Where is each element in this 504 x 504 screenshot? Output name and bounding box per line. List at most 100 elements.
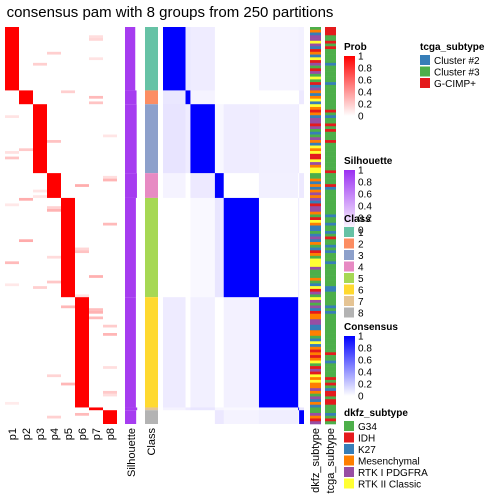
tcga-subtype-cell: [325, 115, 336, 119]
prob-cell: [75, 184, 89, 187]
prob-legend-gradient: [344, 56, 355, 116]
consensus-offdiag-cell: [214, 197, 224, 298]
dkfz-subtype-cell: [310, 297, 321, 301]
consensus-offdiag-cell: [190, 297, 215, 408]
prob-cell: [89, 275, 103, 278]
prob-cell: [103, 175, 117, 179]
prob-cell: [5, 401, 19, 405]
tcga-subtype-cell: [325, 123, 336, 127]
dkfz-subtype-cell: [310, 164, 321, 168]
dkfz-subtype-cell: [310, 316, 321, 320]
tcga-subtype-cell: [325, 272, 336, 276]
dkfz-subtype-cell: [310, 214, 321, 218]
dkfz-subtype-cell: [310, 305, 321, 309]
dkfz-subtype-cell: [310, 206, 321, 210]
dkfz-subtype-cell: [310, 117, 321, 122]
dkfz-subtype-cell: [310, 341, 321, 345]
dkfz-subtype-cell: [310, 175, 321, 179]
prob-cell: [47, 415, 61, 419]
dkfz-subtype-cell: [310, 310, 321, 315]
tcga-subtype-cell: [325, 27, 336, 31]
tcga-subtype-cell: [325, 186, 336, 190]
tcga-subtype-cell: [325, 32, 336, 36]
tcga-subtype-cell: [325, 206, 336, 210]
silhouette-legend-tick: 0.2: [358, 214, 372, 225]
dkfz-subtype-cell: [310, 84, 321, 88]
tcga-subtype-cell: [325, 396, 336, 400]
tcga-subtype-cell: [325, 164, 336, 168]
tcga-subtype-cell: [325, 140, 336, 144]
dkfz-subtype-cell: [310, 51, 321, 55]
consensus-offdiag-cell: [298, 27, 300, 91]
consensus-block-class-3: [190, 104, 215, 174]
dkfz-subtype-cell: [310, 90, 321, 94]
class-legend-label: 3: [358, 251, 364, 262]
dkfz-col-label: dkfz_subtype: [310, 428, 322, 493]
dkfz-subtype-legend-swatch: [344, 444, 354, 454]
dkfz-subtype-cell: [310, 29, 321, 33]
tcga-subtype-cell: [325, 225, 336, 229]
dkfz-subtype-cell: [310, 374, 321, 378]
dkfz-subtype-cell: [310, 197, 321, 201]
consensus-block-class-8: [299, 410, 304, 424]
tcga-subtype-legend-label: Cluster #3: [434, 68, 480, 79]
consensus-offdiag-cell: [214, 104, 224, 174]
dkfz-subtype-cell: [310, 363, 321, 367]
class-legend-label: 6: [358, 286, 364, 297]
tcga-subtype-cell: [325, 319, 336, 323]
prob-cell: [5, 156, 19, 160]
legends: Prob10.80.60.40.20Silhouette10.80.60.40.…: [344, 42, 485, 491]
tcga-subtype-cell: [325, 60, 336, 64]
consensus-offdiag-cell: [190, 27, 215, 91]
tcga-subtype-cell: [325, 239, 336, 243]
dkfz-subtype-cell: [310, 186, 321, 190]
dkfz-subtype-cell: [310, 377, 321, 381]
dkfz-subtype-cell: [310, 106, 321, 111]
dkfz-subtype-cell: [310, 35, 321, 39]
tcga-subtype-cell: [325, 266, 336, 270]
silhouette-bar-class-8: [125, 410, 137, 424]
dkfz-subtype-cell: [310, 167, 321, 171]
tcga-subtype-legend-title: tcga_subtype: [420, 42, 485, 53]
prob-legend-tick: 1: [358, 52, 364, 63]
dkfz-subtype-cell: [310, 404, 321, 408]
class-cell-2: [145, 90, 158, 105]
dkfz-subtype-cell: [310, 46, 321, 50]
prob-cell: [47, 280, 61, 284]
tcga-subtype-legend-label: G-CIMP+: [434, 79, 476, 90]
prob-cell: [33, 286, 47, 289]
consensus-block-class-2: [185, 90, 191, 105]
dkfz-subtype-cell: [310, 250, 321, 254]
dkfz-subtype-cell: [310, 385, 321, 389]
consensus-offdiag-cell: [298, 197, 300, 298]
dkfz-subtype-cell: [310, 410, 321, 414]
dkfz-subtype-cell: [310, 200, 321, 204]
dkfz-subtype-cell: [310, 371, 321, 375]
dkfz-subtype-cell: [310, 244, 321, 248]
dkfz-subtype-cell: [310, 115, 321, 119]
consensus-offdiag-cell: [163, 297, 186, 408]
tcga-subtype-cell: [325, 299, 336, 303]
consensus-offdiag-cell: [258, 407, 299, 411]
dkfz-subtype-cell: [310, 379, 321, 383]
tcga-subtype-cell: [325, 421, 336, 425]
dkfz-subtype-cell: [310, 219, 321, 224]
dkfz-subtype-cell: [310, 112, 321, 116]
prob-block-class-3: [33, 104, 47, 174]
tcga-subtype-cell: [325, 162, 336, 166]
tcga-subtype-cell: [325, 151, 336, 155]
consensus-offdiag-cell: [298, 297, 300, 408]
dkfz-subtype-cell: [310, 184, 321, 188]
consensus-offdiag-cell: [190, 173, 215, 198]
dkfz-subtype-cell: [310, 156, 321, 160]
dkfz-subtype-cell: [310, 258, 321, 262]
silhouette-bar-class-3: [125, 104, 137, 174]
tcga-subtype-cell: [325, 236, 336, 240]
class-cell-4: [145, 173, 158, 198]
consensus-legend-tick: 1: [358, 332, 364, 343]
tcga-subtype-cell: [325, 197, 336, 201]
tcga-subtype-cell: [325, 393, 336, 397]
prob-legend-tick: 0.6: [358, 76, 372, 87]
dkfz-subtype-legend-swatch: [344, 455, 354, 466]
tcga-subtype-cell: [325, 159, 336, 163]
